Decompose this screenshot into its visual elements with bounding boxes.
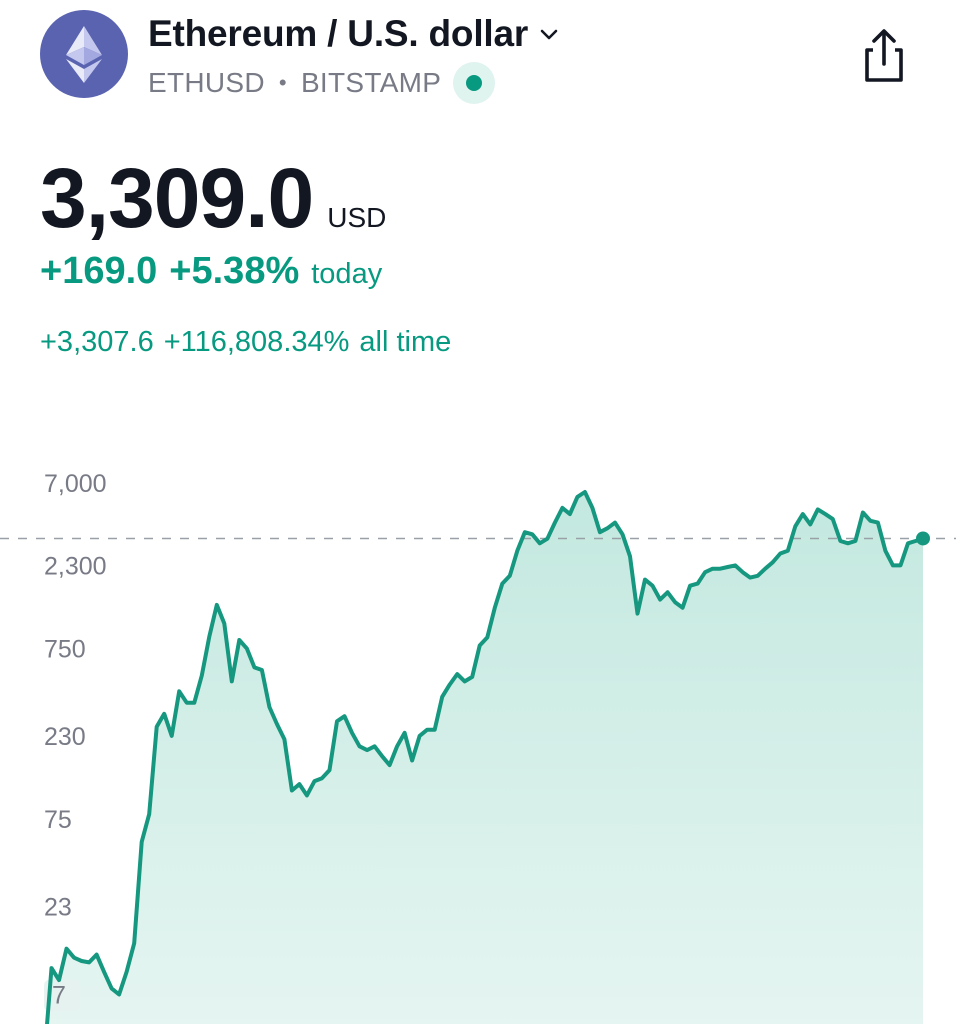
last-price-point [916,531,930,546]
alltime-change-percent: +116,808.34% [163,326,350,358]
price-block: 3,309.0 USD [40,150,386,246]
market-open-dot-icon [453,62,496,104]
price-chart-svg[interactable]: 7,000 2,300 750 230 75 23 7 [0,440,956,1024]
ethereum-logo-icon [40,10,128,98]
y-tick-label: 7 [52,982,66,1010]
share-icon[interactable] [858,24,910,86]
price-chart[interactable]: 7,000 2,300 750 230 75 23 7 [0,440,956,1024]
y-tick-label: 7,000 [44,470,107,498]
symbol-subtitle: ETHUSD • BITSTAMP [148,62,496,104]
chevron-down-icon[interactable] [538,23,560,45]
share-button[interactable] [858,24,910,86]
daily-change: +169.0 +5.38% today [40,250,382,293]
y-tick-label: 230 [44,723,86,751]
separator: • [278,70,287,95]
symbol-title: Ethereum / U.S. dollar [148,13,529,54]
last-price: 3,309.0 [40,151,314,245]
price-currency: USD [327,202,387,233]
price-series-line [45,490,925,1024]
symbol-title-button[interactable]: Ethereum / U.S. dollar [148,12,560,56]
alltime-change-absolute: +3,307.6 [40,326,154,358]
daily-change-label: today [311,258,383,290]
alltime-change: +3,307.6 +116,808.34% all time [40,326,451,359]
y-tick-label: 23 [44,893,72,921]
ticker-symbol: ETHUSD [148,67,265,98]
exchange-name: BITSTAMP [300,67,442,98]
price-area-fill [44,492,923,1024]
daily-change-absolute: +169.0 [40,250,158,292]
daily-change-percent: +5.38% [169,250,300,292]
symbol-header: Ethereum / U.S. dollar ETHUSD • BITSTAMP [0,0,956,120]
y-tick-label-bg [44,979,80,1012]
y-tick-label: 75 [44,806,72,834]
y-tick-label: 2,300 [44,552,107,580]
alltime-change-label: all time [359,326,452,358]
y-tick-label: 750 [44,635,86,663]
